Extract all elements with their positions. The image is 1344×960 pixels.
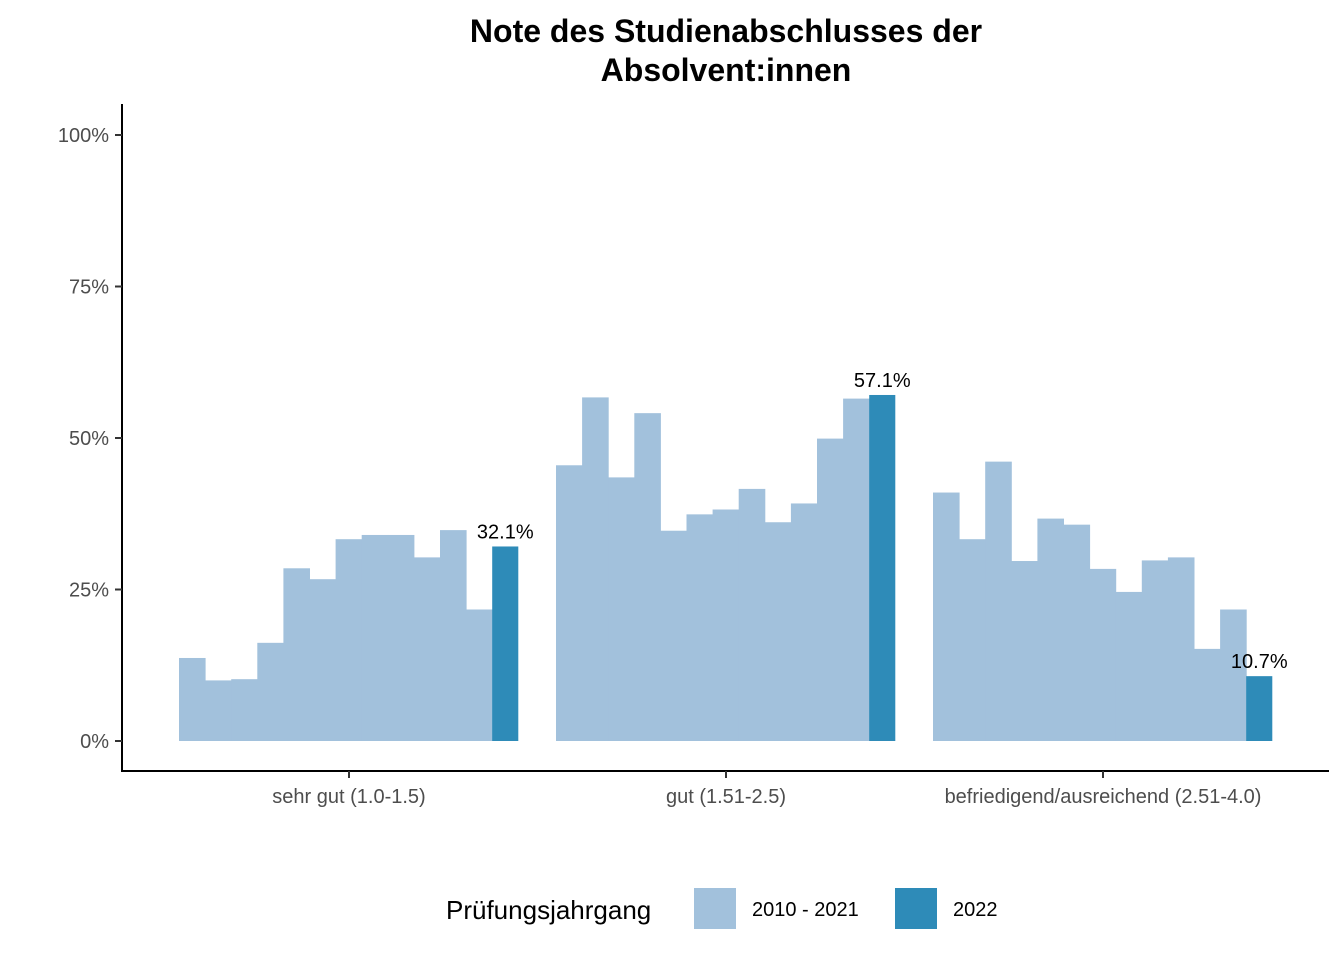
chart-title: Note des Studienabschlusses der Absolven… bbox=[470, 13, 982, 88]
bar-history bbox=[466, 609, 493, 741]
legend: Prüfungsjahrgang 2010 - 2021 2022 bbox=[446, 888, 998, 929]
y-tick-label: 75% bbox=[69, 277, 109, 299]
bar-history bbox=[1037, 518, 1064, 741]
bar-history bbox=[205, 680, 232, 741]
bar-history bbox=[283, 568, 310, 741]
bar-history bbox=[1220, 609, 1247, 741]
y-tick-label: 100% bbox=[58, 125, 109, 147]
bar-history bbox=[257, 642, 284, 741]
bar-history bbox=[440, 530, 467, 741]
bar-history bbox=[933, 492, 960, 741]
bar-history bbox=[387, 534, 415, 741]
bar-history bbox=[660, 530, 687, 741]
y-axis-ticks: 0% 25% 50% 75% 100% bbox=[58, 125, 122, 753]
y-tick-label: 50% bbox=[69, 428, 109, 450]
legend-label-history: 2010 - 2021 bbox=[752, 899, 859, 921]
x-axis-ticks: sehr gut (1.0-1.5) gut (1.51-2.5) befriedi… bbox=[272, 771, 1261, 808]
bar-history bbox=[1089, 568, 1117, 741]
bar-history bbox=[413, 557, 441, 741]
bar-history bbox=[686, 514, 714, 741]
data-label-current: 57.1% bbox=[854, 370, 911, 392]
bar-current bbox=[492, 546, 519, 741]
bar-history bbox=[843, 398, 870, 741]
bar-history bbox=[1063, 524, 1091, 741]
x-tick-label: sehr gut (1.0-1.5) bbox=[272, 786, 425, 808]
bar-history bbox=[179, 657, 206, 741]
legend-title: Prüfungsjahrgang bbox=[446, 895, 651, 925]
bar-history bbox=[335, 539, 363, 741]
y-tick-label: 25% bbox=[69, 580, 109, 602]
bar-history bbox=[738, 488, 766, 741]
chart-title-line-1: Note des Studienabschlusses der bbox=[470, 13, 982, 49]
bar-history bbox=[634, 413, 661, 741]
bars-layer bbox=[179, 394, 1273, 741]
bar-history bbox=[1141, 560, 1169, 741]
legend-swatch-history bbox=[694, 888, 736, 929]
bar-history bbox=[959, 539, 986, 741]
bar-current bbox=[869, 394, 896, 741]
legend-label-current: 2022 bbox=[953, 899, 998, 921]
bar-history bbox=[1115, 591, 1143, 741]
bar-history bbox=[1167, 557, 1195, 741]
bar-history bbox=[556, 465, 583, 741]
bar-history bbox=[361, 534, 389, 741]
x-tick-label: befriedigend/ausreichend (2.51-4.0) bbox=[945, 786, 1262, 808]
data-label-current: 10.7% bbox=[1231, 651, 1288, 673]
bar-history bbox=[582, 397, 609, 741]
bar-history bbox=[309, 579, 337, 741]
bar-history bbox=[608, 477, 635, 741]
bar-history bbox=[764, 522, 792, 741]
data-labels-layer: 32.1% 57.1% 10.7% bbox=[477, 370, 1288, 673]
data-label-current: 32.1% bbox=[477, 521, 534, 543]
bar-history bbox=[1194, 648, 1221, 741]
bar-history bbox=[985, 461, 1012, 741]
bar-current bbox=[1246, 676, 1273, 741]
bar-history bbox=[817, 438, 844, 741]
bar-history bbox=[712, 509, 740, 741]
legend-swatch-current bbox=[895, 888, 937, 929]
x-tick-label: gut (1.51-2.5) bbox=[666, 786, 786, 808]
chart-title-line-2: Absolvent:innen bbox=[601, 52, 852, 88]
bar-history bbox=[1011, 561, 1038, 741]
bar-history bbox=[231, 679, 258, 741]
bar-history bbox=[790, 503, 818, 741]
y-tick-label: 0% bbox=[80, 731, 109, 753]
